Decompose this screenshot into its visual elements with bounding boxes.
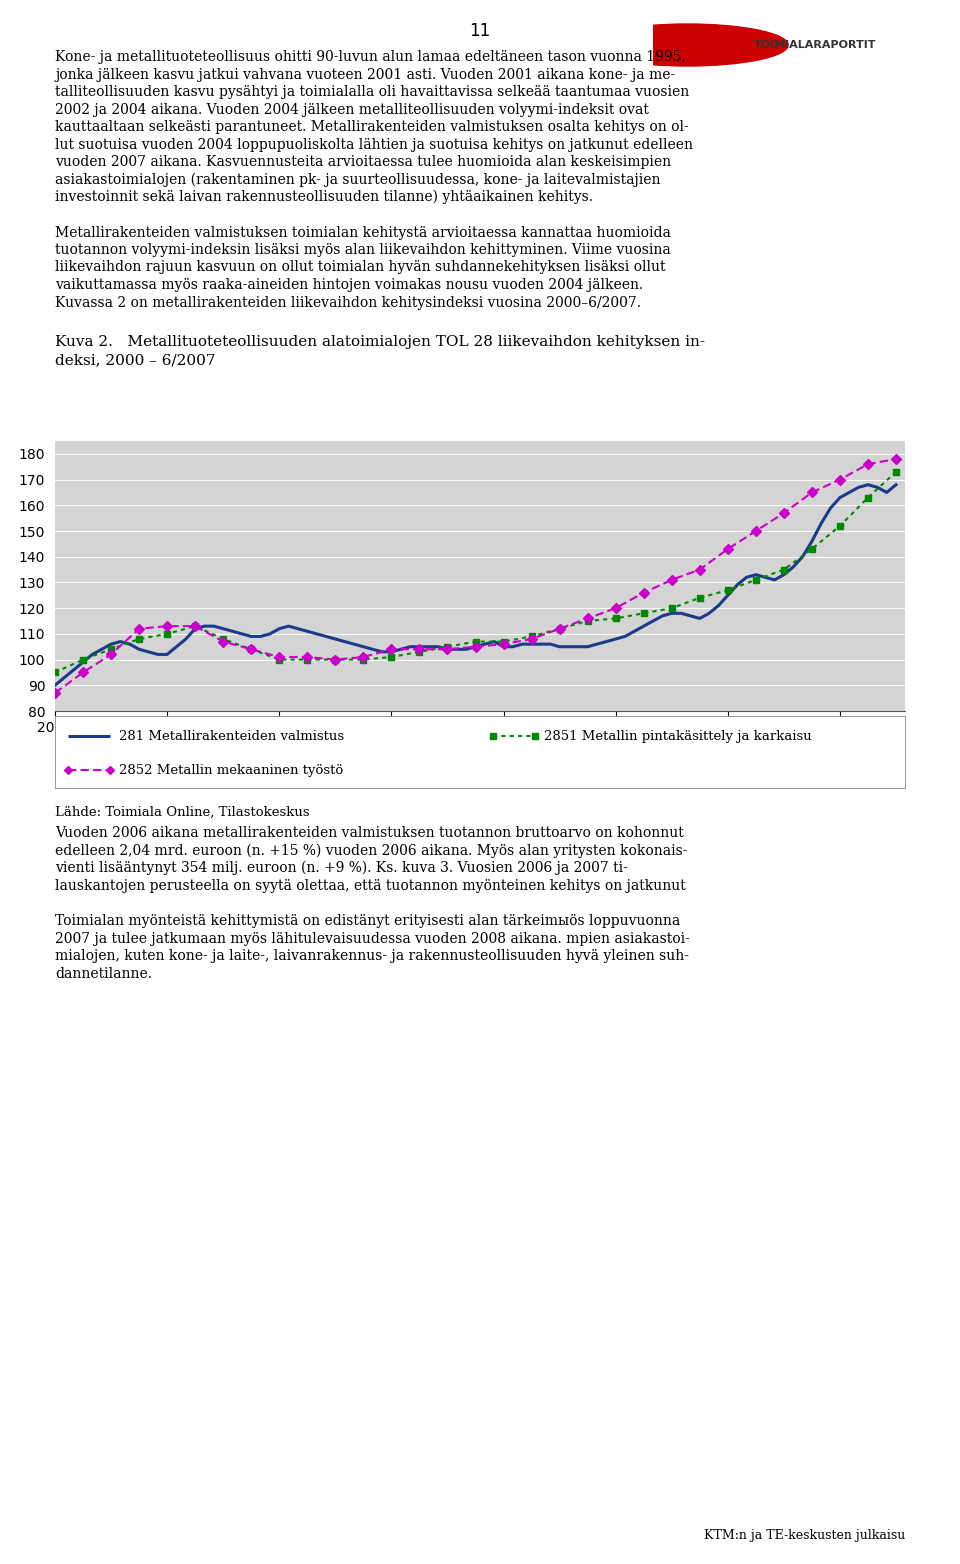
Text: 2002 ja 2004 aikana. Vuoden 2004 jälkeen metalliteollisuuden volyymi-indeksit ov: 2002 ja 2004 aikana. Vuoden 2004 jälkeen… (55, 103, 649, 116)
Text: KTM:n ja TE-keskusten julkaisu: KTM:n ja TE-keskusten julkaisu (704, 1530, 905, 1542)
Text: Metallirakenteiden valmistuksen toimialan kehitystä arvioitaessa kannattaa huomi: Metallirakenteiden valmistuksen toimiala… (55, 225, 671, 239)
Text: dannetilanne.: dannetilanne. (55, 967, 152, 981)
Text: Lähde: Toimiala Online, Tilastokeskus: Lähde: Toimiala Online, Tilastokeskus (55, 805, 310, 820)
Text: talliteollisuuden kasvu pysähtyi ja toimialalla oli havaittavissa selkeää taantu: talliteollisuuden kasvu pysähtyi ja toim… (55, 84, 689, 99)
Text: Vuoden 2006 aikana metallirakenteiden valmistuksen tuotannon bruttoarvo on kohon: Vuoden 2006 aikana metallirakenteiden va… (55, 826, 684, 840)
Text: deksi, 2000 – 6/2007: deksi, 2000 – 6/2007 (55, 353, 215, 368)
Text: edelleen 2,04 mrd. euroon (n. +15 %) vuoden 2006 aikana. Myös alan yritysten kok: edelleen 2,04 mrd. euroon (n. +15 %) vuo… (55, 843, 687, 859)
Text: 11: 11 (469, 22, 491, 41)
Text: 2007 ja tulee jatkumaan myös lähitulevaisuudessa vuoden 2008 aikana. mpien asiak: 2007 ja tulee jatkumaan myös lähitulevai… (55, 932, 690, 946)
Text: Kuva 2.   Metallituoteteollisuuden alatoimialojen TOL 28 liikevaihdon kehityksen: Kuva 2. Metallituoteteollisuuden alatoim… (55, 335, 705, 349)
Text: vaikuttamassa myös raaka-aineiden hintojen voimakas nousu vuoden 2004 jälkeen.: vaikuttamassa myös raaka-aineiden hintoj… (55, 278, 643, 292)
Text: kauttaaltaan selkeästi parantuneet. Metallirakenteiden valmistuksen osalta kehit: kauttaaltaan selkeästi parantuneet. Meta… (55, 120, 688, 135)
Circle shape (587, 23, 788, 66)
Text: asiakastoimialojen (rakentaminen pk- ja suurteollisuudessa, kone- ja laitevalmis: asiakastoimialojen (rakentaminen pk- ja … (55, 172, 660, 186)
Text: investoinnit sekä laivan rakennusteollisuuden tilanne) yhtäaikainen kehitys.: investoinnit sekä laivan rakennusteollis… (55, 189, 593, 205)
Text: vienti lisääntynyt 354 milj. euroon (n. +9 %). Ks. kuva 3. Vuosien 2006 ja 2007 : vienti lisääntynyt 354 milj. euroon (n. … (55, 862, 628, 876)
Text: Kuvassa 2 on metallirakenteiden liikevaihdon kehitysindeksi vuosina 2000–6/2007.: Kuvassa 2 on metallirakenteiden liikevai… (55, 296, 641, 310)
Text: 2851 Metallin pintakäsittely ja karkaisu: 2851 Metallin pintakäsittely ja karkaisu (543, 730, 811, 743)
Text: lauskantojen perusteella on syytä olettaa, että tuotannon myönteinen kehitys on : lauskantojen perusteella on syytä oletta… (55, 879, 685, 893)
Text: TOIMIALARAPORTIT: TOIMIALARAPORTIT (754, 41, 876, 50)
Text: tuotannon volyymi-indeksin lisäksi myös alan liikevaihdon kehittyminen. Viime vu: tuotannon volyymi-indeksin lisäksi myös … (55, 242, 671, 256)
Text: 281 Metallirakenteiden valmistus: 281 Metallirakenteiden valmistus (119, 730, 344, 743)
Text: jonka jälkeen kasvu jatkui vahvana vuoteen 2001 asti. Vuoden 2001 aikana kone- j: jonka jälkeen kasvu jatkui vahvana vuote… (55, 67, 675, 81)
Text: lut suotuisa vuoden 2004 loppupuoliskolta lähtien ja suotuisa kehitys on jatkunu: lut suotuisa vuoden 2004 loppupuoliskolt… (55, 138, 693, 152)
Text: 2852 Metallin mekaaninen työstö: 2852 Metallin mekaaninen työstö (119, 763, 343, 776)
Text: liikevaihdon rajuun kasvuun on ollut toimialan hyvän suhdannekehityksen lisäksi : liikevaihdon rajuun kasvuun on ollut toi… (55, 261, 665, 275)
Text: mialojen, kuten kone- ja laite-, laivanrakennus- ja rakennusteollisuuden hyvä yl: mialojen, kuten kone- ja laite-, laivanr… (55, 949, 689, 963)
Text: Kone- ja metallituoteteollisuus ohitti 90-luvun alun lamaa edeltäneen tason vuon: Kone- ja metallituoteteollisuus ohitti 9… (55, 50, 685, 64)
Text: Toimialan myönteistä kehittymistä on edistänyt erityisesti alan tärkeimыös loppu: Toimialan myönteistä kehittymistä on edi… (55, 913, 681, 927)
Text: vuoden 2007 aikana. Kasvuennusteita arvioitaessa tulee huomioida alan keskeisimp: vuoden 2007 aikana. Kasvuennusteita arvi… (55, 155, 671, 169)
